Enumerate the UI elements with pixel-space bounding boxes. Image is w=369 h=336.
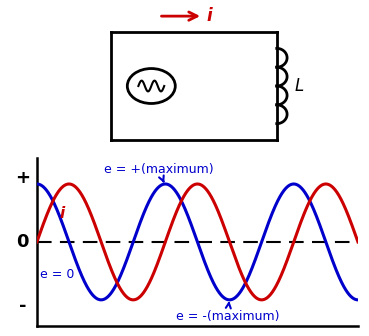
Text: e = -(maximum): e = -(maximum): [176, 303, 279, 323]
Text: +: +: [15, 169, 30, 187]
Text: i: i: [207, 7, 213, 25]
Text: L: L: [294, 77, 304, 95]
Text: e = 0: e = 0: [40, 268, 74, 281]
Text: -: -: [19, 297, 26, 314]
Text: e = +(maximum): e = +(maximum): [104, 163, 213, 182]
Text: i: i: [59, 206, 65, 221]
Text: 0: 0: [16, 233, 29, 251]
